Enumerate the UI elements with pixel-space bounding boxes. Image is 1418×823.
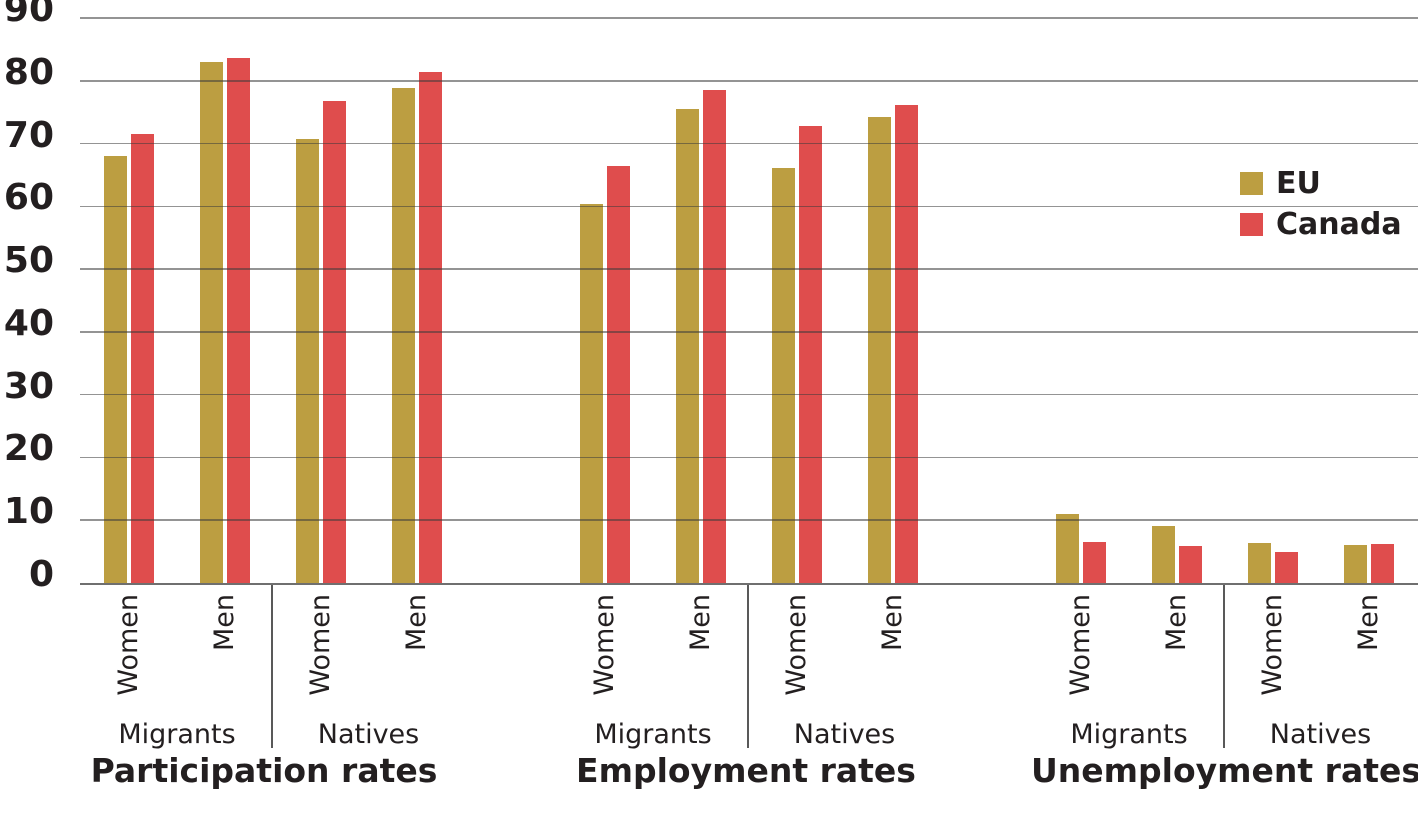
- x-label-men: Men: [685, 594, 716, 652]
- bar-eu-participation-rates-migrants-men: [200, 61, 223, 583]
- subgroup-label-natives: Natives: [1269, 719, 1372, 750]
- x-label-men: Men: [400, 594, 432, 652]
- bar-eu-unemployment-rates-migrants-men: [1152, 526, 1175, 583]
- bar-eu-unemployment-rates-migrants-women: [1056, 513, 1079, 583]
- bar-canada-unemployment-rates-migrants-women: [1083, 541, 1106, 583]
- subgroup-label-natives: Natives: [317, 719, 420, 750]
- gridline-70: [80, 142, 1418, 145]
- group-title-participation-rates: Participation rates: [90, 751, 438, 790]
- gridline-50: [80, 268, 1418, 270]
- bar-canada-participation-rates-migrants-women: [131, 134, 154, 583]
- y-tick-label-30: 30: [3, 365, 54, 407]
- legend-label-eu: EU: [1276, 165, 1321, 201]
- bar-canada-unemployment-rates-migrants-men: [1179, 545, 1202, 583]
- x-label-men: Men: [1161, 594, 1192, 652]
- x-label-women: Women: [1256, 594, 1288, 696]
- y-tick-label-50: 50: [3, 240, 54, 282]
- gridline-30: [80, 393, 1418, 396]
- subgroup-divider: [271, 584, 273, 748]
- bar-canada-employment-rates-natives-women: [798, 125, 822, 583]
- bar-eu-participation-rates-migrants-women: [104, 156, 127, 583]
- bar-eu-employment-rates-migrants-women: [580, 203, 603, 583]
- y-tick-label-90: 90: [3, 0, 54, 30]
- x-label-men: Men: [1352, 594, 1384, 652]
- gridline-10: [80, 519, 1418, 521]
- y-tick-label-0: 0: [28, 554, 54, 595]
- x-label-women: Women: [304, 594, 336, 696]
- gridline-90: [80, 17, 1418, 19]
- y-tick-label-40: 40: [3, 302, 54, 344]
- subgroup-label-migrants: Migrants: [594, 719, 712, 750]
- y-tick-label-80: 80: [3, 51, 54, 93]
- subgroup-divider: [1223, 584, 1225, 748]
- x-label-men: Men: [876, 594, 908, 652]
- gridline-20: [80, 456, 1418, 459]
- x-label-women: Women: [780, 594, 812, 696]
- bar-canada-participation-rates-natives-women: [322, 101, 346, 583]
- x-axis-line: [80, 582, 1418, 585]
- bar-canada-employment-rates-natives-men: [894, 105, 918, 583]
- bar-eu-unemployment-rates-natives-women: [1247, 543, 1271, 583]
- legend-item-eu: EU: [1240, 163, 1402, 204]
- subgroup-label-migrants: Migrants: [118, 719, 236, 750]
- bar-canada-participation-rates-natives-men: [418, 71, 442, 583]
- bar-eu-employment-rates-migrants-men: [676, 109, 699, 583]
- y-tick-label-10: 10: [3, 491, 54, 533]
- bar-canada-unemployment-rates-natives-men: [1370, 544, 1394, 583]
- y-tick-label-70: 70: [3, 114, 54, 156]
- subgroup-label-migrants: Migrants: [1070, 719, 1188, 750]
- x-label-women: Women: [1065, 594, 1096, 696]
- gridline-80: [80, 80, 1418, 82]
- bar-eu-participation-rates-natives-men: [391, 87, 415, 583]
- y-tick-label-60: 60: [3, 177, 54, 219]
- legend-swatch-eu: [1240, 172, 1263, 195]
- legend: EU Canada: [1240, 163, 1402, 245]
- group-title-employment-rates: Employment rates: [576, 751, 916, 790]
- bar-eu-unemployment-rates-natives-men: [1343, 545, 1367, 583]
- bar-canada-employment-rates-migrants-women: [607, 165, 630, 583]
- y-tick-label-20: 20: [3, 428, 54, 470]
- legend-label-canada: Canada: [1276, 206, 1402, 242]
- group-title-unemployment-rates: Unemployment rates: [1030, 751, 1418, 790]
- bar-eu-participation-rates-natives-women: [295, 138, 319, 583]
- x-label-men: Men: [209, 594, 240, 652]
- bar-eu-employment-rates-natives-women: [771, 168, 795, 583]
- legend-swatch-canada: [1240, 213, 1263, 236]
- bar-canada-participation-rates-migrants-men: [227, 57, 250, 583]
- gridline-40: [80, 331, 1418, 333]
- x-label-women: Women: [589, 594, 620, 696]
- bar-eu-employment-rates-natives-men: [867, 116, 891, 583]
- x-label-women: Women: [113, 594, 144, 696]
- bar-canada-unemployment-rates-natives-women: [1274, 551, 1298, 583]
- subgroup-label-natives: Natives: [793, 719, 896, 750]
- gridline-60: [80, 205, 1418, 208]
- bar-canada-employment-rates-migrants-men: [703, 90, 726, 583]
- legend-item-canada: Canada: [1240, 204, 1402, 245]
- subgroup-divider: [747, 584, 749, 748]
